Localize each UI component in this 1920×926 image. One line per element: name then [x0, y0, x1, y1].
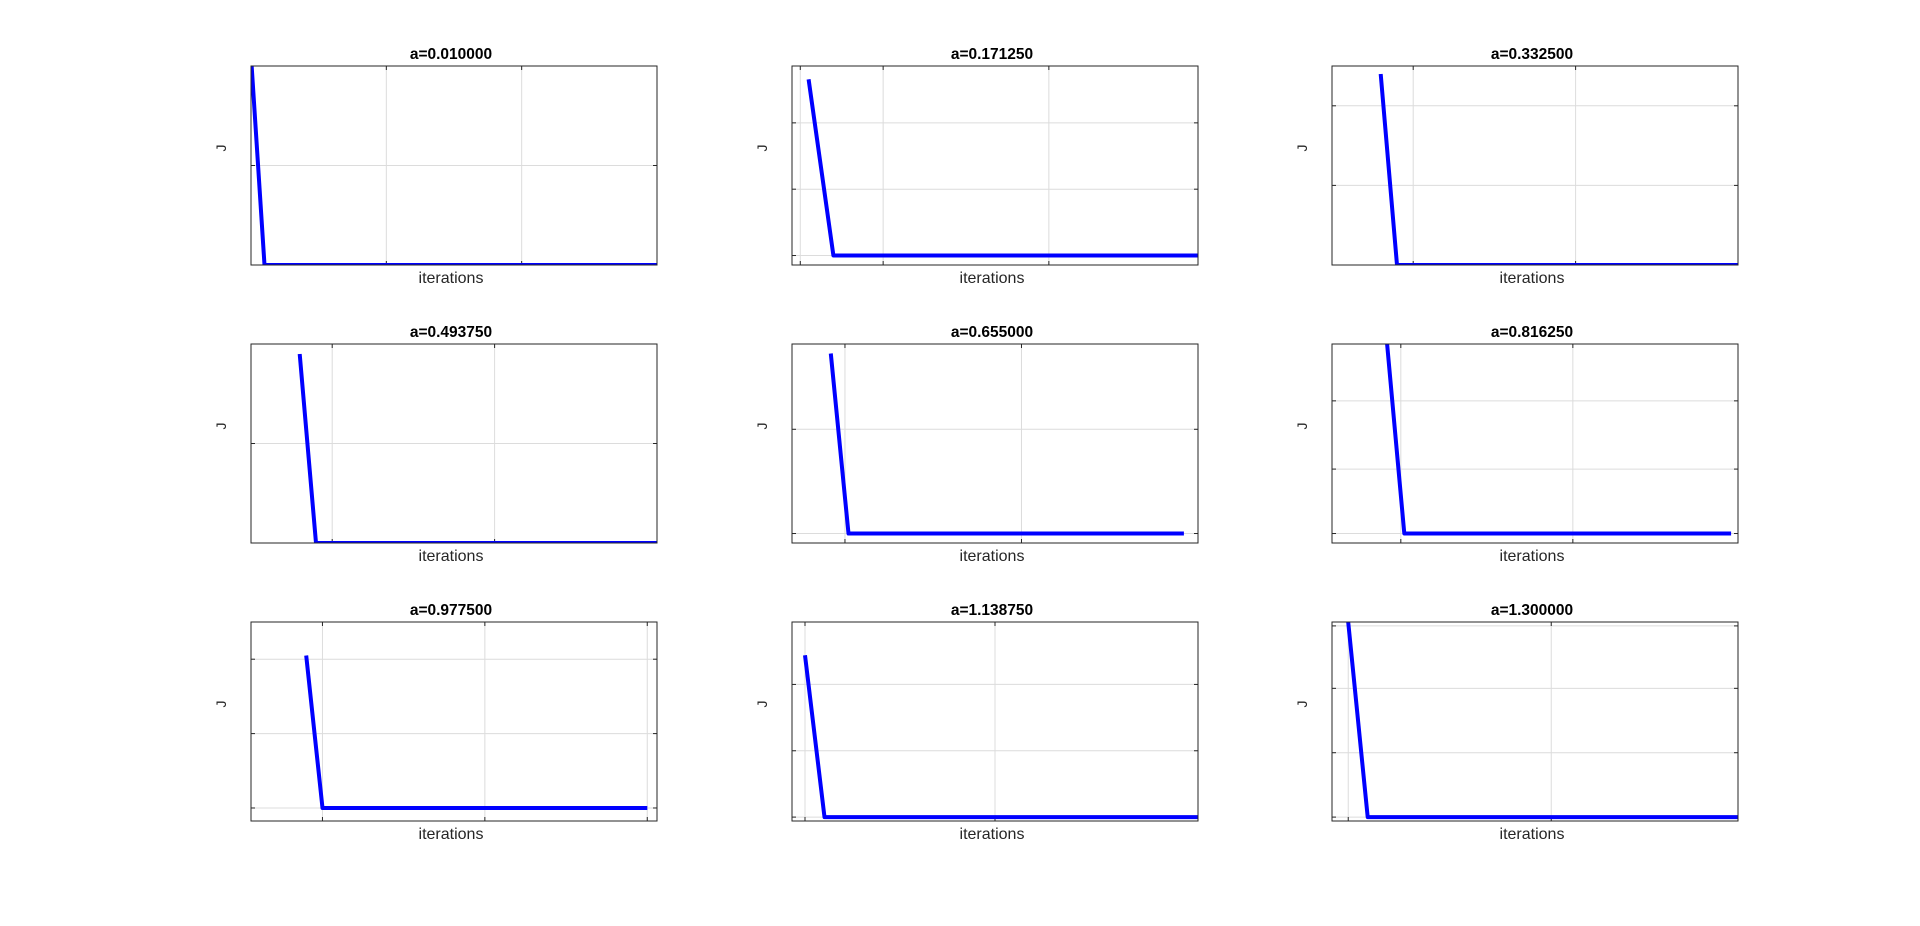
subplot-axes — [791, 621, 1199, 822]
series-line-1 — [1346, 622, 1738, 820]
subplot-5: a=0.655000 iterations J — [754, 324, 1199, 579]
x-axis-label: iterations — [418, 548, 484, 565]
subplot-title: a=1.300000 — [1490, 602, 1574, 619]
subplot-axes — [1331, 65, 1739, 266]
axes-box — [791, 343, 1199, 544]
subplot-4: a=0.493750 iterations J — [213, 324, 658, 579]
axes-box — [1331, 343, 1739, 544]
series-line-1 — [251, 66, 657, 265]
subplot-title: a=0.655000 — [950, 324, 1034, 341]
series-line-1 — [803, 654, 1198, 820]
axes-box — [791, 621, 1199, 822]
x-axis-label: iterations — [1499, 270, 1565, 287]
x-axis-label: iterations — [959, 826, 1025, 843]
x-axis-label: iterations — [959, 270, 1025, 287]
subplot-axes — [791, 65, 1199, 266]
subplot-title: a=0.977500 — [409, 602, 493, 619]
subplot-title: a=0.493750 — [409, 324, 493, 341]
subplot-axes — [791, 343, 1199, 544]
y-axis-label: J — [754, 700, 770, 708]
axes-box — [1331, 621, 1739, 822]
y-axis-label: J — [754, 144, 770, 152]
y-axis-label: J — [1294, 700, 1310, 708]
axes-box — [791, 65, 1199, 266]
series-line-1 — [1385, 344, 1732, 536]
x-axis-label: iterations — [1499, 548, 1565, 565]
series-line-1 — [297, 353, 657, 543]
series-line-1 — [806, 79, 1198, 258]
subplot-title: a=0.816250 — [1490, 324, 1574, 341]
subplot-title: a=0.171250 — [950, 46, 1034, 63]
subplot-7: a=0.977500 iterations J — [213, 602, 658, 857]
subplot-6: a=0.816250 iterations J — [1294, 324, 1739, 579]
subplot-axes — [1331, 343, 1739, 544]
series-line-1 — [1378, 73, 1738, 265]
subplot-1: a=0.010000 iterations J — [213, 46, 658, 301]
axes-box — [250, 65, 658, 266]
subplot-title: a=0.010000 — [409, 46, 493, 63]
subplot-2: a=0.171250 iterations J — [754, 46, 1199, 301]
x-axis-label: iterations — [959, 548, 1025, 565]
subplot-axes — [250, 343, 658, 544]
subplot-title: a=1.138750 — [950, 602, 1034, 619]
subplot-9: a=1.300000 iterations J — [1294, 602, 1739, 857]
y-axis-label: J — [213, 144, 229, 152]
series-line-1 — [304, 655, 648, 810]
subplot-axes — [250, 65, 658, 266]
subplot-axes — [1331, 621, 1739, 822]
y-axis-label: J — [754, 422, 770, 430]
y-axis-label: J — [1294, 144, 1310, 152]
subplot-8: a=1.138750 iterations J — [754, 602, 1199, 857]
subplot-axes — [250, 621, 658, 822]
x-axis-label: iterations — [418, 826, 484, 843]
y-axis-label: J — [213, 422, 229, 430]
subplot-title: a=0.332500 — [1490, 46, 1574, 63]
axes-box — [250, 621, 658, 822]
axes-box — [250, 343, 658, 544]
axes-box — [1331, 65, 1739, 266]
y-axis-label: J — [1294, 422, 1310, 430]
x-axis-label: iterations — [418, 270, 484, 287]
subplot-3: a=0.332500 iterations J — [1294, 46, 1739, 301]
y-axis-label: J — [213, 700, 229, 708]
series-line-1 — [828, 353, 1184, 536]
x-axis-label: iterations — [1499, 826, 1565, 843]
